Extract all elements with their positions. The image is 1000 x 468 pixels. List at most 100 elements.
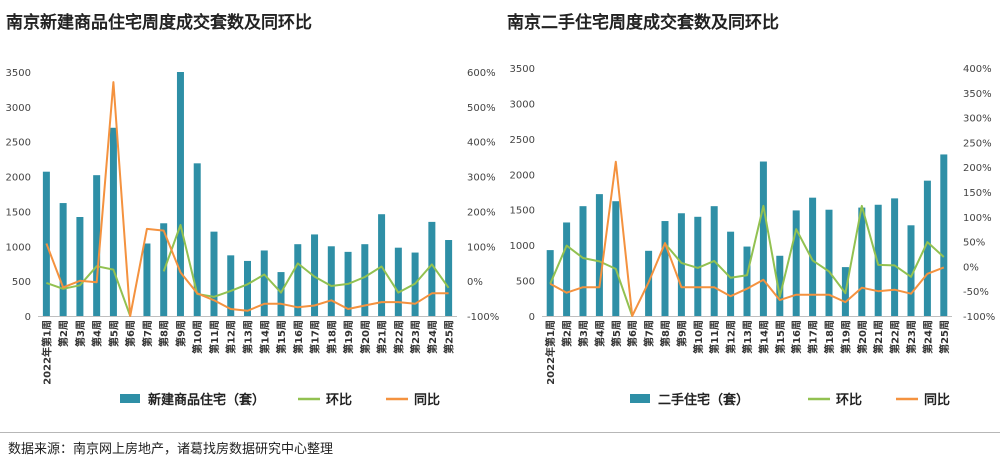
x-tick-label: 第5周 (610, 320, 623, 347)
x-tick-label: 第7周 (643, 320, 656, 347)
y-tick-label: 1000 (6, 242, 31, 253)
x-tick-label: 2022年第1周 (544, 320, 557, 385)
y-tick-label: 3500 (6, 68, 31, 79)
x-tick-label: 第14周 (757, 320, 770, 354)
x-tick-label: 第23周 (409, 320, 422, 354)
y2-tick-label: 200% (467, 207, 496, 218)
y2-tick-label: 400% (467, 138, 496, 149)
bar (694, 216, 702, 316)
bar (176, 72, 184, 316)
x-tick-label: 第2周 (561, 320, 574, 347)
x-tick-label: 第4周 (593, 320, 606, 347)
bar (743, 246, 751, 316)
x-tick-label: 第25周 (938, 320, 951, 354)
bar (327, 246, 335, 316)
y-tick-label: 2500 (6, 138, 31, 149)
bar (612, 201, 620, 316)
y2-tick-label: 50% (963, 238, 985, 249)
legend-label: 新建商品住宅（套） (148, 392, 265, 408)
x-tick-label: 第5周 (107, 320, 120, 347)
x-tick-label: 第23周 (905, 320, 918, 354)
mom-line (549, 244, 634, 317)
x-tick-label: 第8周 (158, 320, 171, 347)
y-tick-label: 3000 (6, 103, 31, 114)
bar (579, 206, 587, 316)
y-tick-label: 0 (25, 312, 31, 323)
x-tick-label: 第13周 (242, 320, 255, 354)
bar (210, 231, 218, 316)
chart-title: 南京新建商品住宅周度成交套数及同环比 (6, 13, 312, 33)
bar (143, 243, 151, 316)
x-tick-label: 第18周 (325, 320, 338, 354)
bar (394, 247, 402, 316)
bar (428, 221, 436, 316)
x-tick-label: 第20周 (856, 320, 869, 354)
bar (940, 154, 948, 316)
y-tick-label: 500 (516, 277, 535, 288)
mom-line (162, 224, 450, 298)
x-tick-label: 第22周 (392, 320, 405, 354)
y-tick-label: 2000 (6, 173, 31, 184)
bar (858, 207, 866, 316)
bar (809, 197, 817, 316)
x-tick-label: 第24周 (426, 320, 439, 354)
new-housing-chart: 0 500 1000 1500 2000 2500 3000 3500 -100% 0% 100% 2… (6, 68, 500, 408)
x-tick-label: 第11周 (208, 320, 221, 354)
y2-tick-label: 300% (467, 173, 496, 184)
mom-line (46, 265, 132, 317)
y2-tick-label: 600% (467, 68, 496, 79)
x-tick-label: 第16周 (292, 320, 305, 354)
bar (76, 217, 84, 316)
bar (907, 225, 915, 316)
y2-tick-label: 300% (963, 114, 992, 125)
bar (445, 240, 453, 316)
y2-tick-label: 100% (467, 242, 496, 253)
bar (563, 222, 571, 316)
x-tick-label: 第6周 (626, 320, 639, 347)
x-tick-label: 第20周 (359, 320, 372, 354)
x-tick-label: 第2周 (57, 320, 70, 347)
y2-tick-label: 400% (963, 64, 992, 75)
second-hand-housing-chart: 0 500 1000 1500 2000 2500 3000 3500 -100% -50% 0% 5… (510, 64, 996, 408)
x-tick-label: 第12周 (725, 320, 738, 354)
right-chart-panel: 南京二手住宅周度成交套数及同环比 0 500 1000 1500 2000 2500 300… (500, 0, 1000, 430)
y-tick-label: 0 (529, 312, 535, 323)
x-tick-label: 2022年第1周 (40, 320, 53, 385)
y2-tick-label: 0% (963, 262, 979, 273)
bar (260, 250, 268, 316)
x-tick-label: 第10周 (191, 320, 204, 354)
y-tick-label: 1500 (6, 207, 31, 218)
bar (361, 244, 369, 316)
y2-tick-label: 250% (963, 138, 992, 149)
yoy-line (549, 160, 945, 317)
bar (294, 244, 302, 316)
y2-tick-label: 150% (963, 188, 992, 199)
bar (776, 255, 784, 316)
y2-tick-label: 100% (963, 213, 992, 224)
chart-title: 南京二手住宅周度成交套数及同环比 (507, 13, 779, 33)
bar (891, 198, 899, 316)
x-tick-label: 第16周 (790, 320, 803, 354)
bar (595, 194, 603, 316)
x-tick-label: 第15周 (275, 320, 288, 354)
x-tick-label: 第3周 (74, 320, 87, 347)
legend-label: 环比 (326, 392, 352, 408)
bar (874, 204, 882, 316)
x-tick-label: 第10周 (692, 320, 705, 354)
x-tick-label: 第14周 (258, 320, 271, 354)
x-tick-label: 第3周 (577, 320, 590, 347)
y-tick-label: 1000 (510, 241, 535, 252)
mom-line (664, 204, 945, 298)
y2-tick-label: -50% (963, 287, 989, 298)
bar (677, 213, 685, 316)
x-tick-label: 第15周 (774, 320, 787, 354)
x-tick-label: 第19周 (342, 320, 355, 354)
x-tick-label: 第7周 (141, 320, 154, 347)
bar (109, 127, 117, 317)
x-tick-label: 第6周 (124, 320, 137, 347)
legend-label: 环比 (836, 392, 862, 408)
y2-tick-label: 350% (963, 89, 992, 100)
bar (311, 234, 319, 316)
bar (277, 272, 285, 316)
y-tick-label: 1500 (510, 206, 535, 217)
